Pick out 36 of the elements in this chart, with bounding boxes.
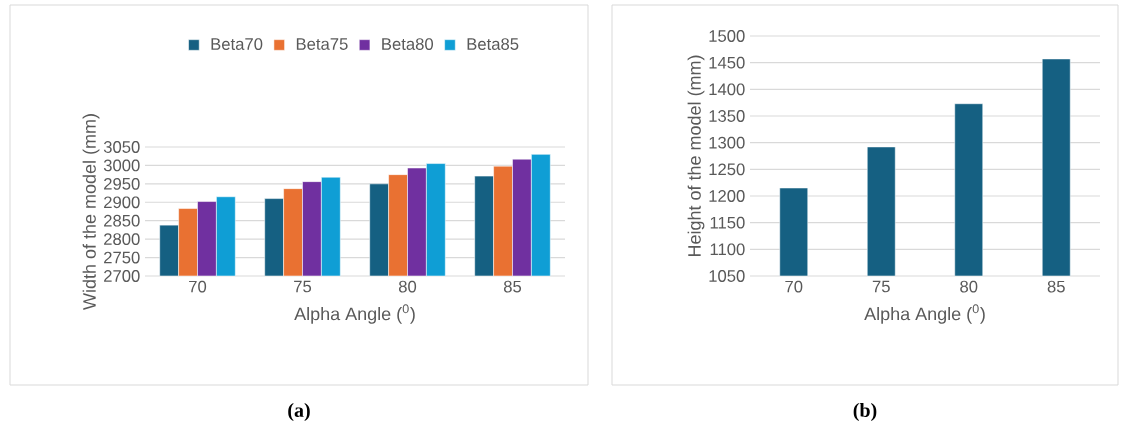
x-tick-label: 85 <box>503 280 522 293</box>
y-tick-label: 2950 <box>104 177 140 190</box>
y-tick-label: 1500 <box>709 30 745 42</box>
y-axis-title: Width of the model (mm) <box>82 114 100 310</box>
legend-label: Beta70 <box>211 38 263 50</box>
y-tick-label: 1200 <box>709 190 745 202</box>
y-tick-label: 2850 <box>104 214 140 227</box>
text: (b) <box>853 402 877 422</box>
text: (a) <box>288 402 310 422</box>
y-tick-label: 2700 <box>104 270 140 282</box>
x-tick-label: 70 <box>189 280 207 293</box>
x-tick-label: 75 <box>294 280 312 293</box>
y-tick-label: 1050 <box>709 270 745 282</box>
y-tick-label: 2750 <box>104 251 140 264</box>
x-tick-label: 70 <box>785 280 803 293</box>
y-tick-label: 3050 <box>103 141 140 153</box>
y-tick-label: 1450 <box>709 56 745 69</box>
x-axis-title: Alpha Angle ($^{0}$) <box>864 304 985 324</box>
y-tick-label: 1100 <box>710 243 745 256</box>
y-axis-title: Height of the model (mm) <box>687 55 705 257</box>
y-tick-label: 1300 <box>709 136 745 149</box>
y-tick-label: 2900 <box>104 196 140 209</box>
y-tick-label: 2800 <box>104 233 140 246</box>
legend-label: Beta75 <box>296 38 348 50</box>
y-tick-label: 1400 <box>709 83 745 96</box>
legend-label: Beta85 <box>467 38 519 50</box>
x-tick-label: 75 <box>872 280 890 293</box>
x-tick-label: 80 <box>960 280 978 293</box>
legend-label: Beta80 <box>382 38 434 50</box>
x-tick-label: 80 <box>398 280 417 293</box>
y-tick-label: 1350 <box>709 110 745 122</box>
x-axis-title: Alpha Angle ($^{0}$) <box>294 304 415 324</box>
y-tick-label: 3000 <box>103 159 140 172</box>
y-tick-label: 1150 <box>710 216 745 229</box>
y-tick-label: 1250 <box>709 163 745 176</box>
x-tick-label: 85 <box>1047 280 1065 293</box>
